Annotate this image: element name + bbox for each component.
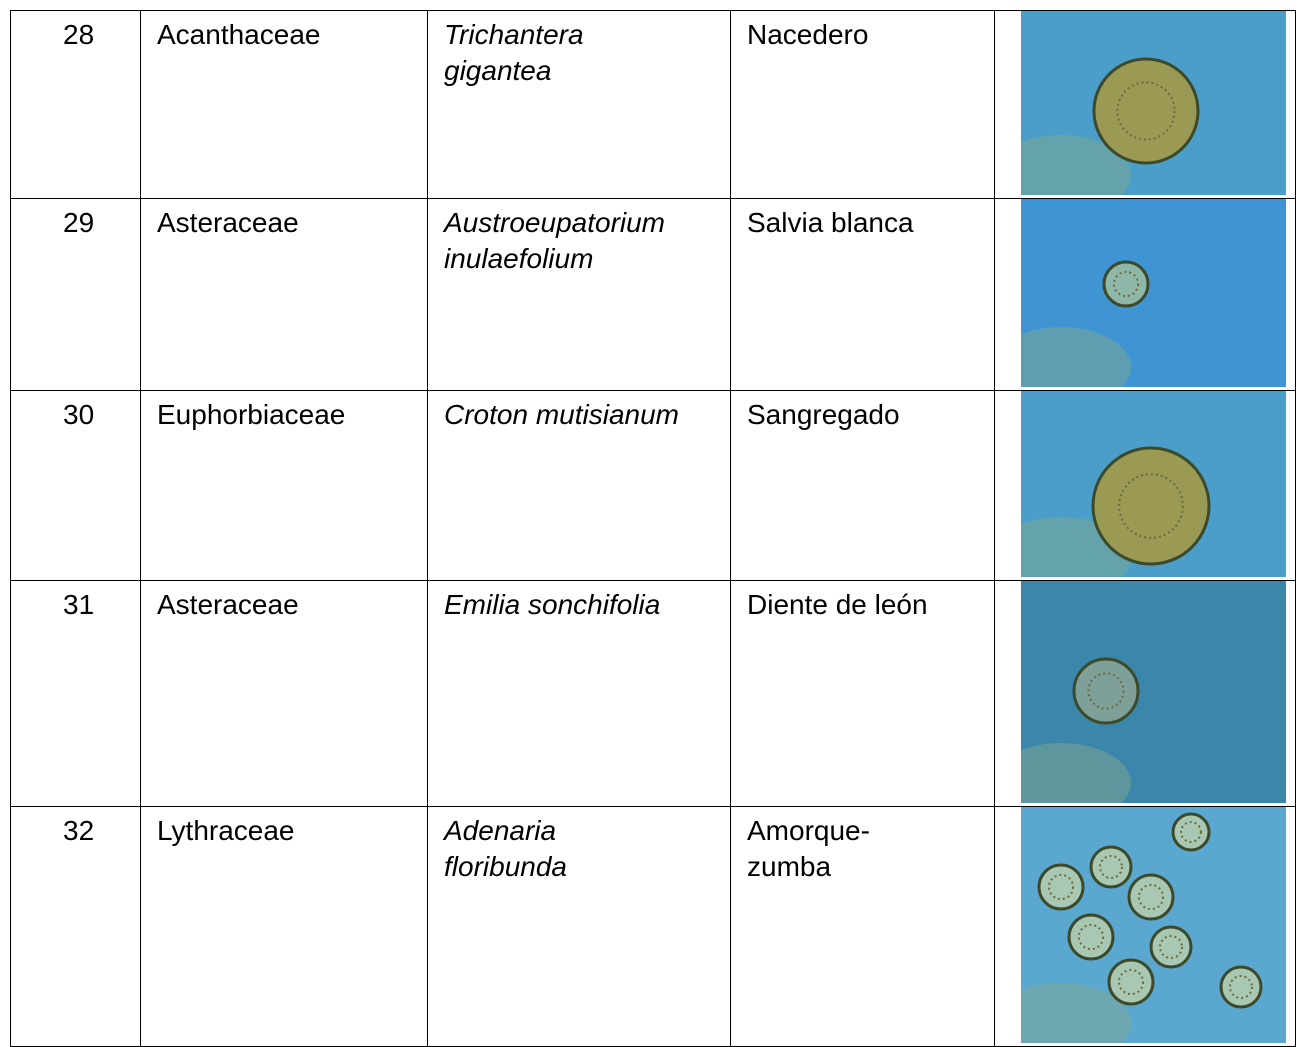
row-number: 32 xyxy=(10,806,141,1047)
debris xyxy=(1021,327,1131,387)
pollen-texture xyxy=(1118,473,1184,539)
pollen-image xyxy=(1021,391,1286,577)
pollen-image-cell xyxy=(994,10,1296,199)
pollen-grain xyxy=(1037,863,1085,911)
species: Adenaria floribunda xyxy=(427,806,731,1047)
pollen-texture xyxy=(1087,672,1125,710)
pollen-grain xyxy=(1127,873,1175,921)
row-number: 31 xyxy=(10,580,141,807)
family: Asteraceae xyxy=(140,198,428,391)
table-row: 31 Asteraceae Emilia sonchifolia Diente de … xyxy=(10,580,1296,807)
row-number: 28 xyxy=(10,10,141,199)
pollen-image xyxy=(1021,581,1286,803)
common-name: Diente de león xyxy=(730,580,995,807)
pollen-texture xyxy=(1047,873,1075,901)
species: Austroeupatorium inulaefolium xyxy=(427,198,731,391)
row-number: 29 xyxy=(10,198,141,391)
pollen-grain xyxy=(1149,925,1193,969)
pollen-image xyxy=(1021,199,1286,387)
pollen-image xyxy=(1021,11,1286,195)
pollen-image-cell xyxy=(994,198,1296,391)
pollen-image-cell xyxy=(994,806,1296,1047)
family: Asteraceae xyxy=(140,580,428,807)
table-row: 28 Acanthaceae Trichantera gigantea Naceder… xyxy=(10,10,1296,199)
pollen-texture xyxy=(1112,270,1140,298)
pollen-image-cell xyxy=(994,580,1296,807)
pollen-texture xyxy=(1117,968,1145,996)
family: Euphorbiaceae xyxy=(140,390,428,581)
pollen-grain xyxy=(1171,812,1211,852)
pollen-grain xyxy=(1067,913,1115,961)
family: Lythraceae xyxy=(140,806,428,1047)
species: Croton mutisianum xyxy=(427,390,731,581)
table-row: 30 Euphorbiaceae Croton mutisianum Sangrega… xyxy=(10,390,1296,581)
species-table: 28 Acanthaceae Trichantera gigantea Naceder… xyxy=(10,10,1296,1047)
family: Acanthaceae xyxy=(140,10,428,199)
pollen-grain xyxy=(1089,845,1133,889)
pollen-grain xyxy=(1219,965,1263,1009)
debris xyxy=(1021,135,1131,195)
table-row: 32 Lythraceae Adenaria floribunda Amorque- … xyxy=(10,806,1296,1047)
common-name: Salvia blanca xyxy=(730,198,995,391)
pollen-texture xyxy=(1159,935,1183,959)
pollen-grain xyxy=(1102,260,1150,308)
table-row: 29 Asteraceae Austroeupatorium inulaefoliu… xyxy=(10,198,1296,391)
pollen-grain xyxy=(1091,446,1211,566)
pollen-grain xyxy=(1107,958,1155,1006)
row-number: 30 xyxy=(10,390,141,581)
debris xyxy=(1021,743,1131,803)
pollen-texture xyxy=(1180,821,1202,843)
pollen-grain xyxy=(1072,657,1140,725)
species: Trichantera gigantea xyxy=(427,10,731,199)
common-name: Sangregado xyxy=(730,390,995,581)
pollen-grain xyxy=(1092,57,1200,165)
pollen-texture xyxy=(1229,975,1253,999)
pollen-texture xyxy=(1077,923,1105,951)
common-name: Nacedero xyxy=(730,10,995,199)
species: Emilia sonchifolia xyxy=(427,580,731,807)
pollen-texture xyxy=(1116,81,1176,141)
common-name: Amorque- zumba xyxy=(730,806,995,1047)
pollen-texture xyxy=(1137,883,1165,911)
pollen-texture xyxy=(1099,855,1123,879)
pollen-image-cell xyxy=(994,390,1296,581)
page: {"table": {"rows": [ ["28", "Acanthaceae… xyxy=(10,10,1296,1047)
